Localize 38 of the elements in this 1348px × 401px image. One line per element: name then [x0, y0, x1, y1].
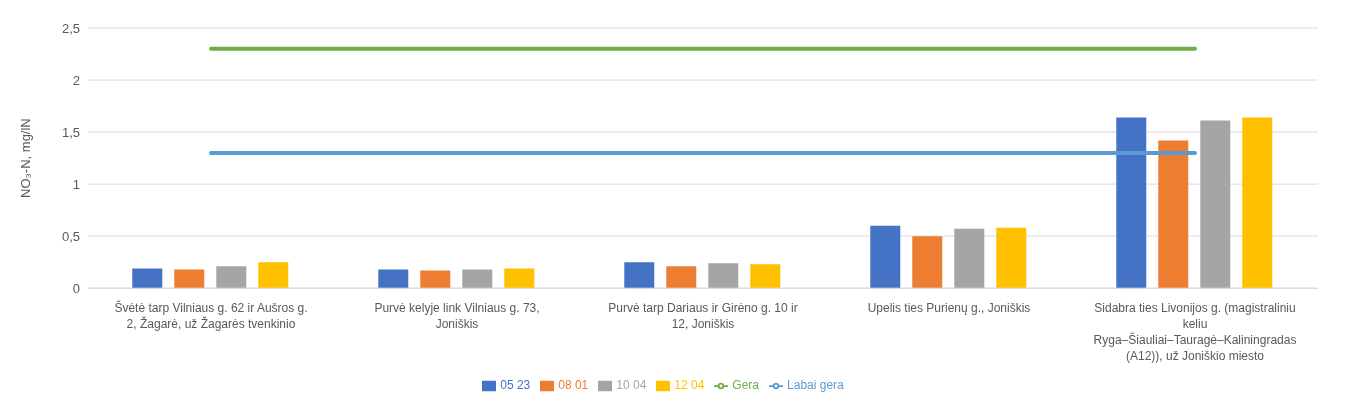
y-tick-label: 1,5 — [61, 124, 80, 140]
bar — [1116, 117, 1147, 289]
bar — [1242, 117, 1273, 289]
bar — [954, 228, 985, 289]
y-tick-label: 1 — [72, 176, 80, 192]
y-axis-title: NO₃-N, mg/lN — [18, 118, 33, 198]
legend-label: 05 23 — [500, 378, 531, 393]
legend-label: 10 04 — [616, 378, 647, 393]
bar — [462, 269, 493, 289]
bar — [174, 269, 205, 289]
bar — [504, 268, 535, 289]
x-tick-label: Upelis ties Purienų g., Joniškis — [867, 301, 1031, 316]
bar — [624, 262, 655, 289]
y-tick-label: 2,5 — [61, 20, 80, 36]
bar — [216, 266, 247, 289]
legend-label: 08 01 — [558, 378, 589, 393]
bar — [666, 266, 697, 289]
y-tick-label: 2 — [72, 72, 80, 88]
bar — [996, 227, 1027, 289]
bar — [420, 270, 451, 289]
bar — [870, 225, 901, 289]
bar — [378, 269, 409, 289]
bar — [132, 268, 163, 289]
legend-label: 12 04 — [674, 378, 705, 393]
bar — [258, 262, 289, 289]
bar — [1200, 120, 1231, 289]
x-tick-label: Švėtė tarp Vilniaus g. 62 ir Aušros g. 2, Žagarė, už Žagarės tvenkinio — [114, 300, 308, 332]
y-tick-label: 0,5 — [61, 228, 80, 244]
y-tick-label: 0 — [72, 280, 80, 296]
bar — [708, 263, 739, 289]
bar — [750, 264, 781, 289]
legend-label: Labai gera — [787, 378, 844, 393]
legend-label: Gera — [732, 378, 760, 393]
x-tick-label: Purvė kelyje link Vilniaus g. 73, Joniškis — [374, 301, 540, 332]
bar — [912, 236, 943, 289]
x-tick-label: Purvė tarp Dariaus ir Girėno g. 10 ir 12, Joniškis — [608, 301, 798, 332]
x-tick-label: Sidabra ties Livonijos g. (magistraliniu keliu Ryga–Šiauliai–Tauragė–Kaliningradas (A12)), už Joniškio miesto — [1093, 301, 1297, 364]
bar — [1158, 140, 1189, 289]
